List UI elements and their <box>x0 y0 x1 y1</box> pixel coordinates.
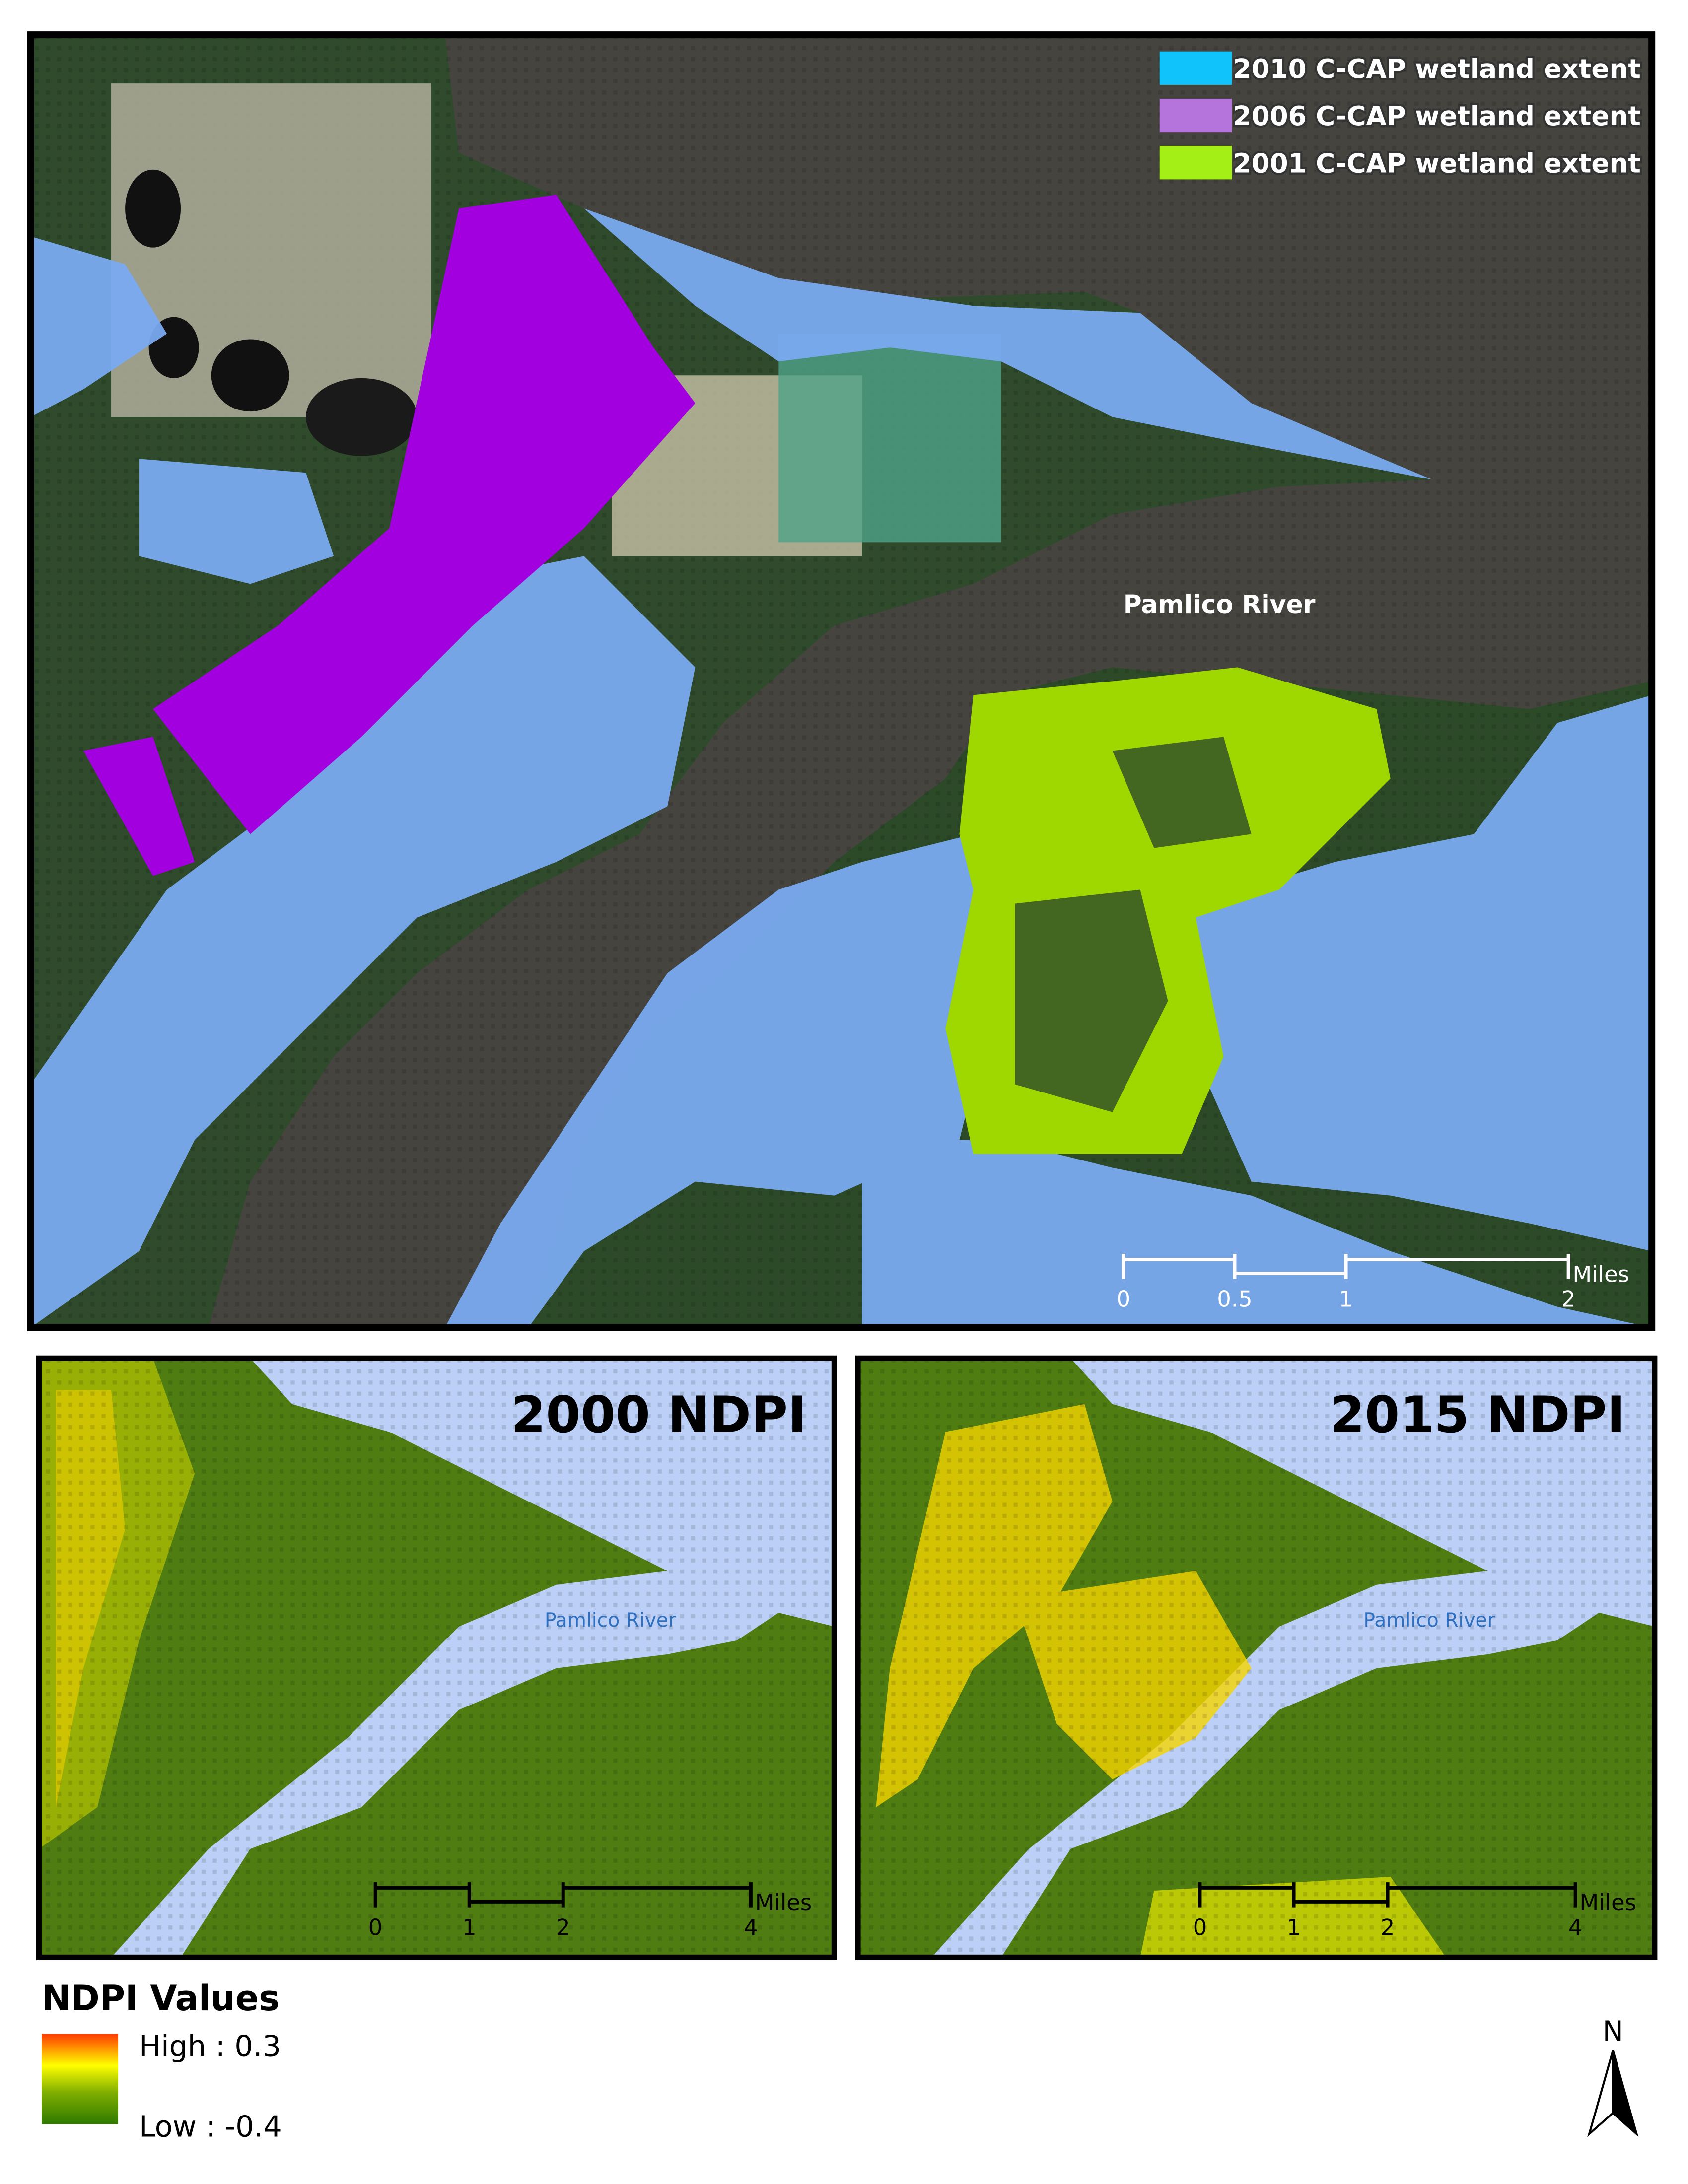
river-label: Pamlico River <box>545 1609 677 1632</box>
ndpi-2000-map <box>39 1358 835 1958</box>
scale-label: 0 <box>1117 1286 1131 1312</box>
river-label: Pamlico River <box>1363 1609 1495 1632</box>
scale-unit: Miles <box>755 1889 812 1915</box>
scale-label: 2 <box>556 1914 570 1941</box>
legend-label: 2006 C-CAP wetland extent <box>1233 101 1641 132</box>
river-label: Pamlico River <box>1124 590 1316 619</box>
legend: 2010 C-CAP wetland extent 2006 C-CAP wetl… <box>1159 51 1643 181</box>
legend-swatch <box>1159 51 1232 85</box>
scale-label: 0 <box>1193 1914 1207 1941</box>
legend-title: NDPI Values <box>42 1978 280 2019</box>
scale-label: 1 <box>1339 1286 1353 1312</box>
panel-title: 2000 NDPI <box>511 1385 806 1444</box>
scale-label: 0.5 <box>1217 1286 1252 1312</box>
scale-label: 0 <box>368 1914 383 1941</box>
scale-label: 2 <box>1561 1286 1576 1312</box>
legend-low: Low : -0.4 <box>139 2110 282 2144</box>
north-arrow <box>1612 2050 1639 2137</box>
scale-label: 2 <box>1381 1914 1395 1941</box>
panel-frame <box>36 1355 837 1961</box>
top-map <box>30 35 1652 1328</box>
scale-unit: Miles <box>1580 1889 1636 1915</box>
scale-unit: Miles <box>1573 1261 1629 1287</box>
north-label: N <box>1603 2015 1623 2048</box>
scale-label: 4 <box>1568 1914 1583 1941</box>
legend-swatch <box>1159 98 1232 133</box>
scale-label: 4 <box>744 1914 758 1941</box>
ndpi-2015-map <box>858 1358 1655 1958</box>
legend-high: High : 0.3 <box>139 2029 281 2063</box>
scale-label: 1 <box>1287 1914 1301 1941</box>
legend-label: 2010 C-CAP wetland extent <box>1233 54 1641 84</box>
panel-title: 2015 NDPI <box>1330 1385 1625 1444</box>
ndpi-gradient <box>42 2034 119 2124</box>
scale-label: 1 <box>462 1914 477 1941</box>
top-map-frame <box>27 31 1656 1331</box>
panel-frame <box>855 1355 1658 1961</box>
legend-label: 2001 C-CAP wetland extent <box>1233 148 1641 179</box>
legend-swatch <box>1159 146 1232 180</box>
north-arrow <box>1587 2050 1614 2137</box>
